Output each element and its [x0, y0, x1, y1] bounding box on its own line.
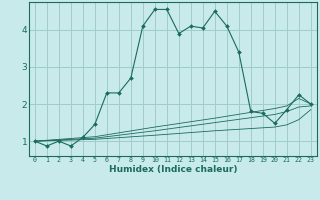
X-axis label: Humidex (Indice chaleur): Humidex (Indice chaleur): [108, 165, 237, 174]
